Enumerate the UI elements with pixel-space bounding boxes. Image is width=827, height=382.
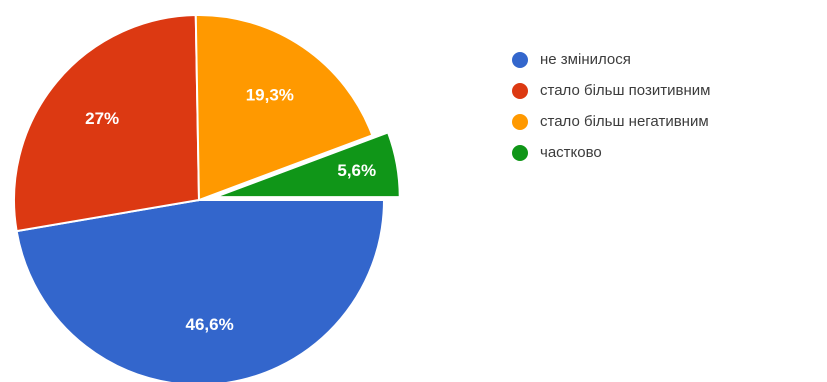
pie-data-labels: 46,6% 27% 19,3% 5,6% — [85, 86, 376, 334]
pie-slice-more-positive — [13, 14, 201, 233]
legend-marker-partially — [512, 145, 528, 161]
pie-slices — [13, 14, 401, 382]
pie-slice-partially — [214, 131, 401, 199]
pie-slice-more-negative — [194, 14, 374, 202]
legend-label-partially: частково — [540, 144, 602, 161]
legend-item-more-negative: стало більш негативним — [512, 113, 709, 130]
legend-marker-more-positive — [512, 83, 528, 99]
legend-item-partially: частково — [512, 144, 602, 161]
pie-slice-not-changed — [15, 199, 386, 382]
data-label-more-positive: 27% — [85, 109, 119, 128]
legend-label-more-negative: стало більш негативним — [540, 113, 709, 130]
legend-marker-not-changed — [512, 52, 528, 68]
legend-item-not-changed: не змінилося — [512, 51, 631, 68]
legend: не змінилося стало більш позитивним стало … — [512, 51, 710, 161]
data-label-partially: 5,6% — [337, 161, 376, 180]
data-label-not-changed: 46,6% — [186, 315, 234, 334]
legend-label-not-changed: не змінилося — [540, 51, 631, 68]
legend-label-more-positive: стало більш позитивним — [540, 82, 710, 99]
legend-item-more-positive: стало більш позитивним — [512, 82, 710, 99]
legend-marker-more-negative — [512, 114, 528, 130]
data-label-more-negative: 19,3% — [246, 86, 294, 105]
